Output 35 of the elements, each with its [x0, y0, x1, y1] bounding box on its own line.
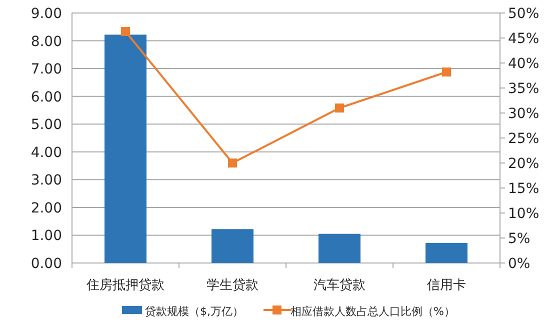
y2-tick-label: 10%: [508, 206, 540, 222]
y2-tick-label: 45%: [508, 31, 540, 47]
y-tick-label: 5.00: [30, 117, 62, 134]
y2-tick-label: 50%: [508, 6, 540, 22]
bar: [212, 229, 254, 263]
y2-tick-label: 15%: [508, 181, 540, 197]
y-tick-label: 7.00: [30, 62, 62, 78]
point: [121, 27, 130, 36]
point: [335, 104, 344, 112]
x-tick-label: 汽车贷款: [314, 278, 366, 293]
point: [442, 68, 451, 76]
legend-label: 贷款规模（$,万亿）: [145, 305, 244, 318]
x-tick-label: 住房抵押贷款: [86, 277, 164, 293]
x-tick-label: 学生贷款: [206, 278, 258, 293]
y-tick-label: 4.00: [30, 144, 62, 161]
y-tick-label: 3.00: [30, 172, 62, 189]
y-tick-label: 1.00: [30, 228, 62, 244]
bar: [318, 234, 360, 263]
y2-tick-label: 5%: [508, 231, 530, 247]
y2-tick-label: 25%: [508, 131, 540, 147]
y2-tick-label: 40%: [508, 56, 540, 72]
y2-tick-label: 30%: [508, 106, 540, 122]
y2-tick-label: 0%: [508, 256, 530, 272]
y-tick-label: 9.00: [30, 6, 62, 22]
y-tick-label: 2.00: [30, 200, 62, 216]
bar: [426, 243, 468, 263]
y-tick-label: 6.00: [30, 89, 62, 106]
y-tick-label: 0.00: [30, 256, 62, 272]
bar: [104, 34, 146, 263]
y-tick-label: 8.00: [30, 34, 62, 50]
y2-tick-label: 20%: [508, 156, 540, 172]
legend-label: 相应借款人数占总人口比例（%）: [290, 305, 455, 318]
point: [228, 158, 237, 168]
y2-tick-label: 35%: [508, 81, 540, 97]
x-tick-label: 信用卡: [427, 278, 466, 293]
